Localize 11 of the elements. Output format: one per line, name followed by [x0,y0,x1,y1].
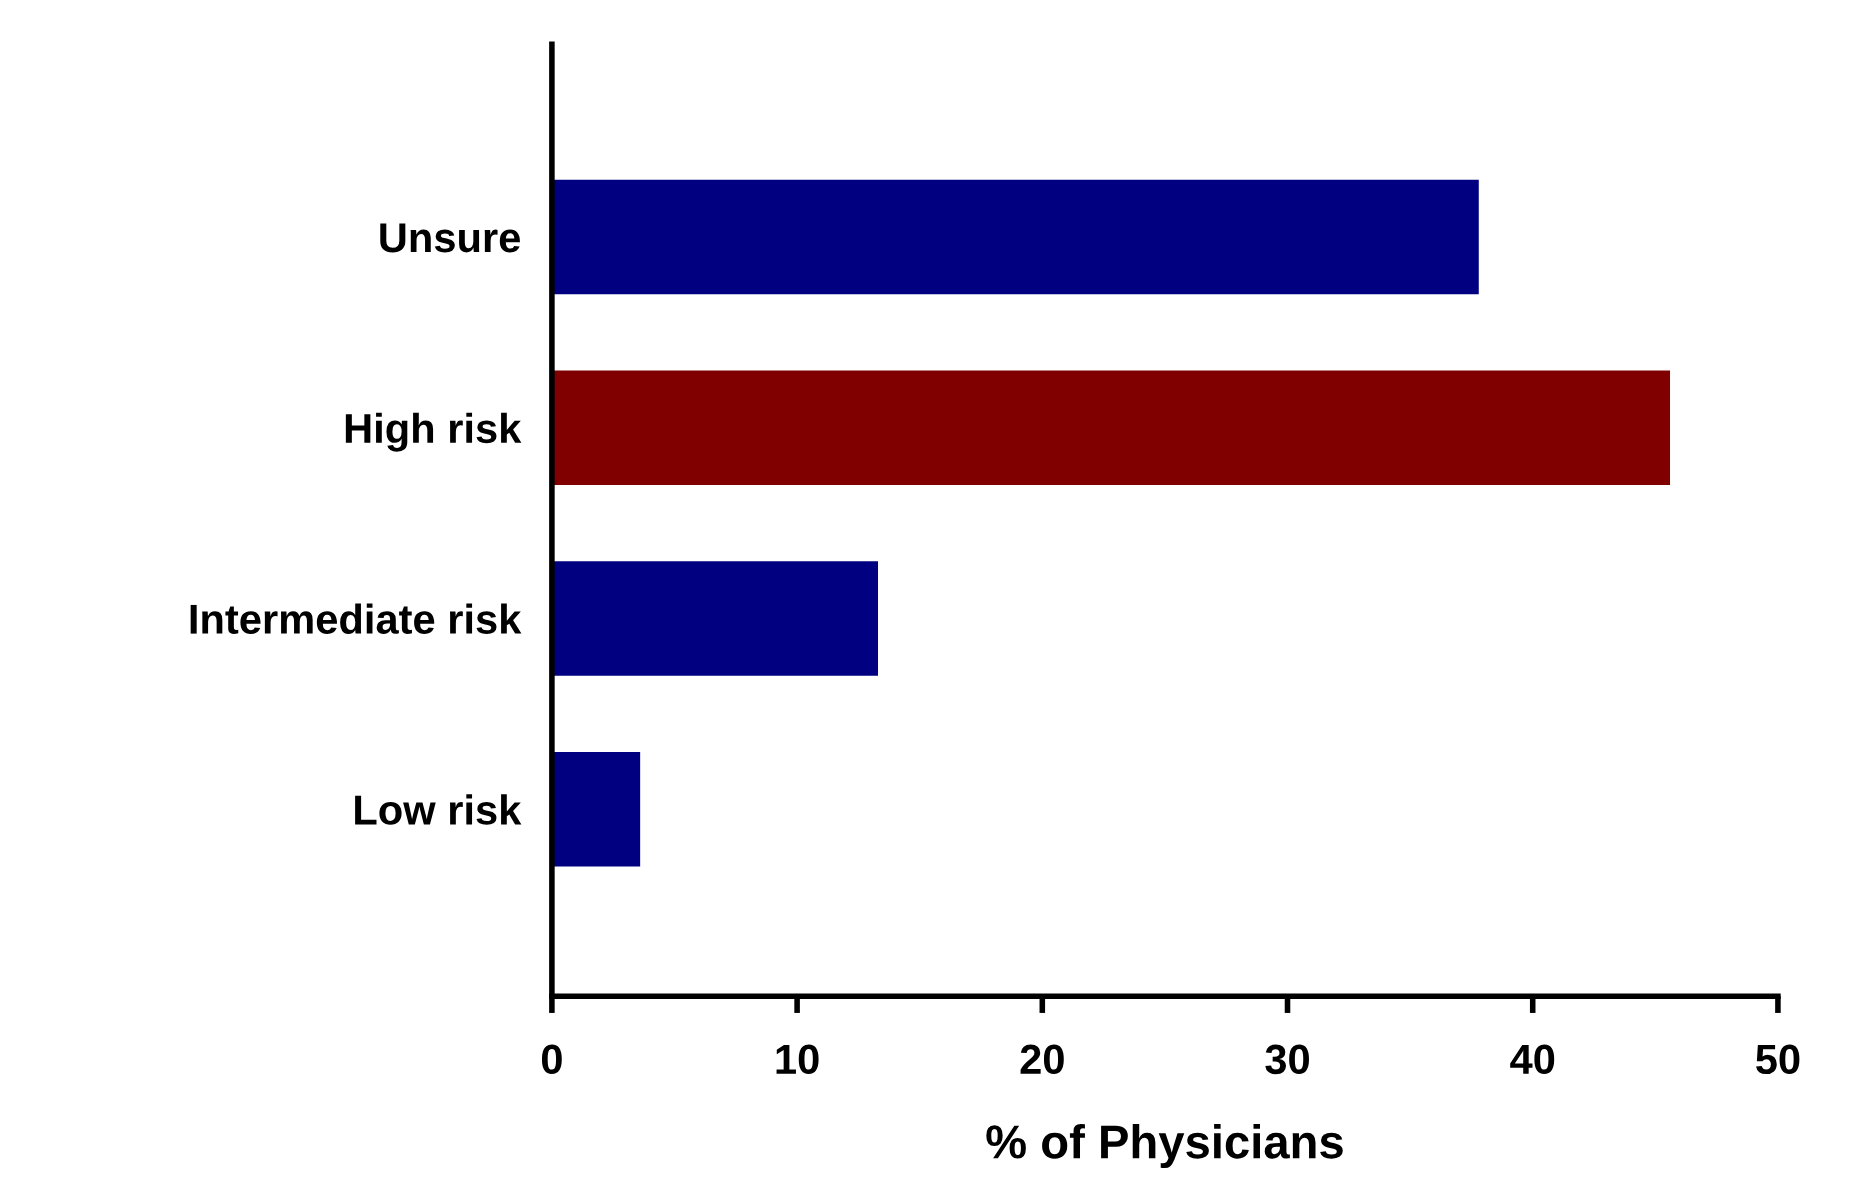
x-tick-label: 30 [1265,1044,1309,1075]
x-tick-label: 0 [541,1044,562,1075]
x-tick-label: 10 [776,1044,819,1075]
y-tick-label: Low risk [355,794,522,825]
x-tick-label: 40 [1510,1044,1555,1075]
y-tick-label: Intermediate risk [190,603,522,635]
x-tick-label: 50 [1756,1044,1800,1075]
y-tick-label: Unsure [380,223,520,253]
x-tick-label: 20 [1020,1044,1064,1075]
x-axis-title: % of Physicians [986,1124,1343,1169]
y-tick-label: High risk [345,412,522,452]
